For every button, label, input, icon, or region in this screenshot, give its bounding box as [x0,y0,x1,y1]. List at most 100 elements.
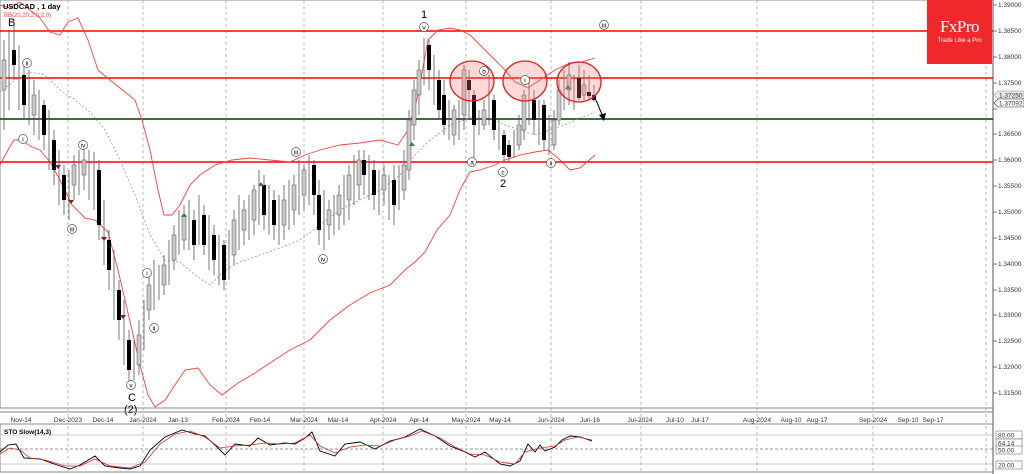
forecast-arrow [595,99,606,121]
svg-text:i: i [146,271,147,278]
subwave-iv-2: iv [318,254,328,264]
subwave-a: a [467,157,477,167]
main-plot-area[interactable] [0,0,994,409]
svg-text:Sep-2024: Sep-2024 [859,417,888,424]
svg-text:Sep-10: Sep-10 [898,417,919,424]
signal-markers [181,85,571,217]
bollinger-indicator-label: BB(20,20,2.0,2.0) [4,13,51,19]
svg-text:ii: ii [153,326,156,333]
svg-text:1.37500: 1.37500 [998,80,1022,87]
svg-text:iii: iii [602,23,606,30]
stochastic-signal-line [0,430,593,469]
svg-text:Mar-14: Mar-14 [328,417,349,424]
wave-label-2-paren: (2) [124,404,137,416]
svg-text:iii: iii [294,150,298,157]
subwave-v-1: v [126,380,136,390]
svg-text:Jan-2024: Jan-2024 [129,417,156,424]
wave-label-B: B [8,17,15,29]
svg-text:Apr-2024: Apr-2024 [370,417,397,424]
svg-text:iv: iv [81,143,86,150]
svg-text:iii: iii [70,227,74,234]
svg-text:i: i [524,78,525,85]
subwave-iii-1: iii [67,224,77,234]
price-axis[interactable]: 1.39000 1.38500 1.38000 1.37500 1.36500 … [993,2,1024,397]
svg-text:50.00: 50.00 [998,448,1015,455]
svg-text:Apr-14: Apr-14 [409,417,429,424]
svg-text:Aug-17: Aug-17 [807,417,828,424]
svg-text:Feb-2024: Feb-2024 [212,417,240,424]
svg-text:Jul-17: Jul-17 [691,417,709,424]
svg-text:1.38500: 1.38500 [998,28,1022,35]
svg-text:a: a [470,160,474,167]
svg-text:Jun-2024: Jun-2024 [537,417,564,424]
svg-text:Dec-2023: Dec-2023 [54,417,83,424]
subwave-i-1: i [18,134,28,144]
svg-text:Jul-10: Jul-10 [666,417,684,424]
subwave-ii-2: ii [149,323,159,333]
svg-text:1.33000: 1.33000 [998,312,1022,319]
svg-text:1.31500: 1.31500 [998,390,1022,397]
svg-text:1.39000: 1.39000 [998,2,1022,9]
svg-text:v: v [422,25,426,32]
svg-text:80.00: 80.00 [998,433,1015,440]
svg-text:b: b [482,69,486,76]
bollinger-bands [0,1,596,408]
current-bid-tag: 1.37250 [993,90,1024,100]
current-price-tag: 1.37092 [993,98,1024,108]
svg-text:1.36500: 1.36500 [998,131,1022,138]
logo-tagline: Trade Like a Pro [937,38,982,44]
svg-text:Mar-2024: Mar-2024 [290,417,318,424]
date-axis[interactable]: Nov-14 Dec-2023 Dec-14 Jan-2024 Jan-13 F… [0,411,993,424]
svg-text:1.32000: 1.32000 [998,364,1022,371]
svg-text:iv: iv [321,257,326,264]
svg-text:1.37250: 1.37250 [999,93,1023,100]
svg-text:ii: ii [26,61,29,68]
stochastic-title: STO Slow(14,3) [4,429,51,436]
svg-text:1.37092: 1.37092 [999,101,1023,108]
svg-text:20.00: 20.00 [998,463,1015,470]
symbol-timeframe-label: USDCAD , 1 day [3,2,61,11]
svg-text:Jul-2024: Jul-2024 [628,417,653,424]
svg-text:ii: ii [550,161,553,168]
subwave-iii-3: iii [599,20,609,30]
subwave-iv-1: iv [78,140,88,150]
svg-text:Dec-14: Dec-14 [93,417,114,424]
horizontal-levels [0,30,993,163]
bollinger-lower [0,139,596,408]
svg-text:Aug-10: Aug-10 [781,417,802,424]
svg-text:1.34000: 1.34000 [998,261,1022,268]
subwave-labels: ii i iv iii v i ii iii iv v a b c i ii i… [18,20,609,390]
stochastic-axis: 80.00 64.14 50.00 20.00 [995,430,1023,470]
subwave-ii-3: ii [546,158,556,168]
subwave-b: b [479,66,489,76]
svg-text:i: i [22,137,23,144]
wave-label-C: C [128,392,136,404]
svg-text:May-2024: May-2024 [452,417,481,424]
svg-text:1.35000: 1.35000 [998,209,1022,216]
svg-text:1.35500: 1.35500 [998,183,1022,190]
wave-label-1: 1 [421,9,427,21]
svg-text:Sep-17: Sep-17 [923,417,944,424]
subwave-iii-2: iii [291,147,301,157]
stochastic-panel: STO Slow(14,3) [0,428,993,470]
fxpro-logo: FxPro Trade Like a Pro [927,0,992,64]
svg-text:1.34500: 1.34500 [998,235,1022,242]
svg-text:Nov-14: Nov-14 [11,417,32,424]
wave-labels: B C (2) 1 2 [8,9,506,416]
candlesticks [1,25,596,385]
subwave-ii-1: ii [22,58,32,68]
svg-text:64.14: 64.14 [998,441,1015,448]
indicator-plot-area[interactable] [0,423,994,473]
svg-text:c: c [501,170,505,177]
svg-text:1.38000: 1.38000 [998,54,1022,61]
bollinger-middle [0,71,596,286]
svg-text:Jan-13: Jan-13 [168,417,188,424]
svg-text:May-14: May-14 [489,417,511,424]
svg-text:1.36000: 1.36000 [998,157,1022,164]
svg-text:v: v [129,383,133,390]
bollinger-upper [0,1,596,216]
signal-markers-bear [55,165,126,319]
subwave-i-3: i [520,75,530,85]
wave-label-2: 2 [500,178,506,190]
